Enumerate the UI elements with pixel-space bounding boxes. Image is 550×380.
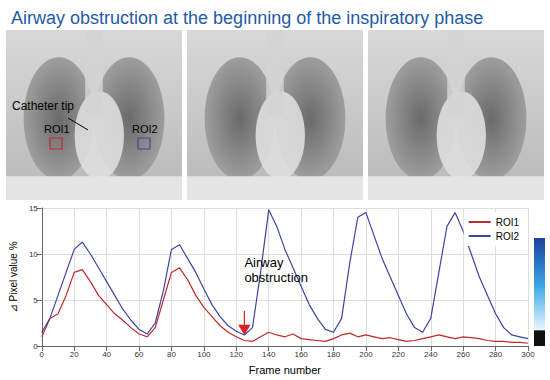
svg-text:Catheter tip: Catheter tip: [12, 99, 74, 113]
svg-text:Airway obstruction at the begi: Airway obstruction at the beginning of t…: [11, 8, 483, 28]
svg-text:ROI2: ROI2: [496, 231, 520, 242]
svg-text:15: 15: [29, 204, 38, 213]
svg-text:120: 120: [230, 350, 244, 359]
svg-text:40: 40: [102, 350, 111, 359]
svg-text:ROI2: ROI2: [132, 123, 158, 135]
svg-text:160: 160: [294, 350, 308, 359]
svg-text:260: 260: [456, 350, 470, 359]
svg-text:Frame number: Frame number: [249, 364, 321, 376]
svg-text:10: 10: [29, 250, 38, 259]
svg-text:0: 0: [33, 342, 38, 351]
svg-text:0: 0: [40, 350, 45, 359]
svg-text:60: 60: [135, 350, 144, 359]
svg-text:220: 220: [392, 350, 406, 359]
svg-text:180: 180: [327, 350, 341, 359]
svg-text:100: 100: [197, 350, 211, 359]
svg-text:240: 240: [424, 350, 438, 359]
svg-text:280: 280: [489, 350, 503, 359]
svg-text:⊿ Pixel value %: ⊿ Pixel value %: [8, 241, 19, 312]
svg-text:140: 140: [262, 350, 276, 359]
svg-text:ROI1: ROI1: [44, 123, 70, 135]
svg-text:300: 300: [521, 350, 535, 359]
svg-text:20: 20: [70, 350, 79, 359]
svg-text:200: 200: [359, 350, 373, 359]
svg-text:Airway: Airway: [244, 255, 287, 270]
svg-text:5: 5: [33, 296, 38, 305]
svg-text:ROI1: ROI1: [496, 217, 520, 228]
svg-text:obstruction: obstruction: [244, 270, 308, 285]
svg-text:80: 80: [167, 350, 176, 359]
